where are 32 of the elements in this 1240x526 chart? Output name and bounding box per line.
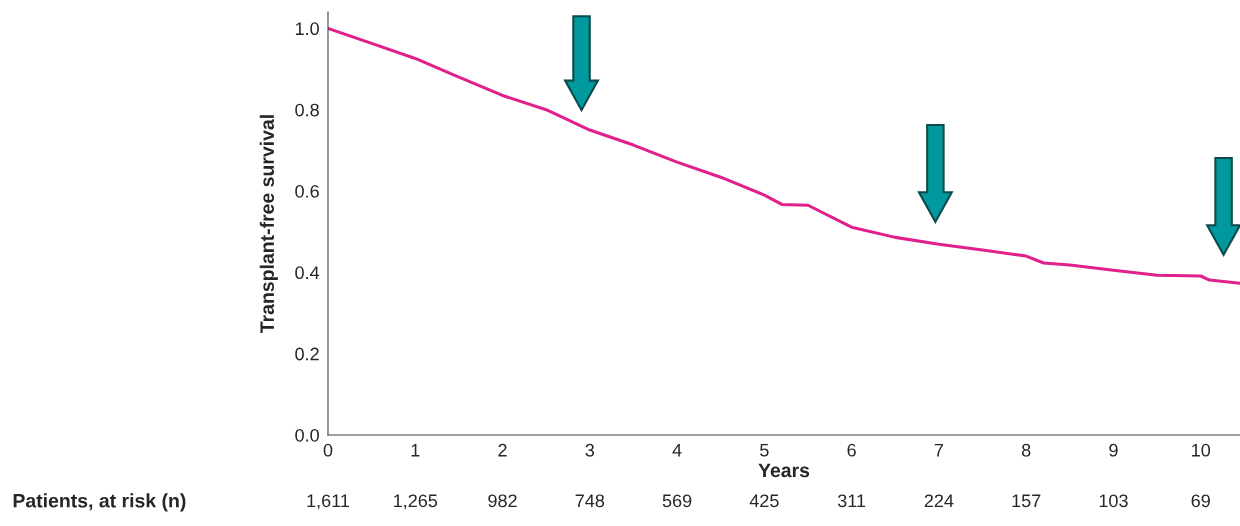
x-tick-label: 4 <box>672 444 682 457</box>
x-tick-label: 9 <box>1109 443 1118 457</box>
y-tick-label: 0.8 <box>295 103 319 117</box>
y-tick-label: 1.0 <box>295 22 319 36</box>
text: 103 <box>1099 494 1128 508</box>
text: 425 <box>749 494 779 508</box>
text: 1,265 <box>394 494 438 510</box>
x-tick-label: 0 <box>323 443 333 457</box>
text: 748 <box>575 494 605 508</box>
y-tick-label: 0.6 <box>295 184 319 198</box>
x-tick-label: 7 <box>934 444 944 457</box>
x-tick-label: 8 <box>1021 443 1031 457</box>
x-tick-label: 10 <box>1192 443 1211 457</box>
x-axis-title: Years <box>758 463 810 478</box>
text: 224 <box>924 494 954 507</box>
text: 311 <box>837 494 866 508</box>
text: 1,611 <box>307 494 350 510</box>
text: 157 <box>1012 494 1041 508</box>
y-tick-label: 0.0 <box>295 428 319 442</box>
x-tick-label: 6 <box>847 443 856 457</box>
y-tick-label: 0.2 <box>295 347 319 361</box>
x-tick-label: 1 <box>411 444 420 457</box>
x-tick-label: 5 <box>760 444 769 457</box>
text: 569 <box>662 494 692 508</box>
y-axis-title: Transplant-free survival <box>259 115 278 334</box>
y-tick-label: 0.4 <box>295 266 320 280</box>
line-series <box>327 26 1240 285</box>
x-tick-label: 3 <box>585 443 595 457</box>
text: 69 <box>1191 494 1210 508</box>
x-tick-label: 2 <box>498 443 507 457</box>
text: Patients, at risk (n) <box>13 493 186 512</box>
text: 982 <box>488 494 517 508</box>
